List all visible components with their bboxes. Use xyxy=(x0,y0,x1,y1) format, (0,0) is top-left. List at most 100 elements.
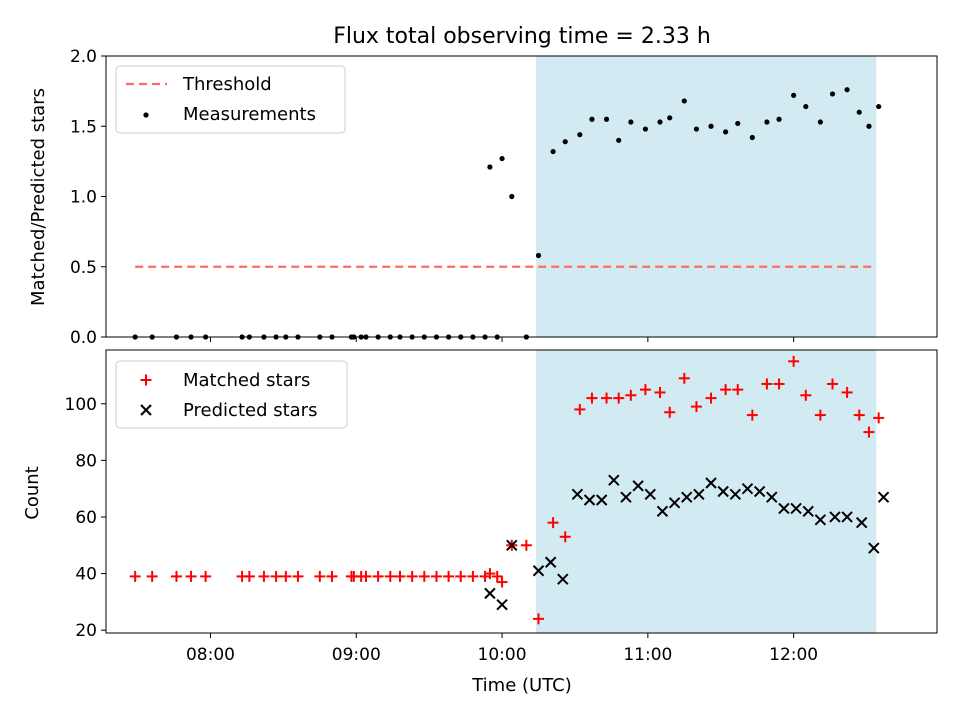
matched-star-point xyxy=(720,384,732,396)
top-legend-box xyxy=(115,65,346,134)
matched-star-point xyxy=(547,517,559,529)
observing-span-bottom xyxy=(536,350,877,633)
matched-star-point xyxy=(484,568,496,580)
x-stroke xyxy=(644,488,656,501)
legend-matched-label: Matched stars xyxy=(183,370,310,391)
observing-span-top xyxy=(536,56,877,337)
x-stroke xyxy=(868,542,880,554)
matched-star-point xyxy=(788,355,800,367)
measurement-point xyxy=(562,139,568,145)
matched-star-point xyxy=(639,384,651,396)
measurement-point xyxy=(776,116,782,122)
measurement-point xyxy=(829,91,836,97)
x-stroke xyxy=(841,511,853,523)
predicted-star-point xyxy=(668,497,681,509)
matched-star-point xyxy=(443,570,455,582)
matched-star-point xyxy=(520,539,532,551)
x-stroke xyxy=(595,494,608,506)
predicted-star-point xyxy=(506,539,518,551)
predicted-star-point xyxy=(841,511,853,523)
x-stroke xyxy=(855,516,868,529)
legend-predicted-swatch xyxy=(140,404,152,416)
x-stroke xyxy=(729,488,742,501)
matched-star-point xyxy=(326,570,338,582)
x-stroke xyxy=(814,514,827,526)
matched-star-point xyxy=(479,570,491,582)
matched-star-point xyxy=(258,570,270,582)
x-stroke xyxy=(790,502,802,515)
matched-star-point xyxy=(394,570,406,582)
x-stroke xyxy=(544,556,557,568)
y-tick-label: 40 xyxy=(75,565,97,585)
x-stroke xyxy=(705,477,717,489)
matched-star-point xyxy=(280,570,292,582)
x-stroke xyxy=(741,482,754,495)
measurement-point xyxy=(603,116,610,122)
matched-star-point xyxy=(873,412,885,424)
legend-threshold-label: Threshold xyxy=(182,74,272,95)
measurement-point xyxy=(735,120,741,127)
matched-star-point xyxy=(430,570,442,582)
x-stroke xyxy=(717,485,729,498)
x-stroke xyxy=(753,485,766,498)
matched-star-point xyxy=(625,389,637,401)
x-tick-label: 09:00 xyxy=(332,645,381,665)
matched-star-point xyxy=(270,570,282,582)
matched-star-point xyxy=(574,403,586,415)
measurement-point xyxy=(708,123,714,129)
y-tick-label: 100 xyxy=(65,395,97,415)
predicted-star-point xyxy=(790,502,802,515)
predicted-star-point xyxy=(729,488,742,501)
predicted-star-point xyxy=(571,488,584,501)
x-stroke xyxy=(557,573,569,585)
y-tick-label: 1.0 xyxy=(70,188,97,208)
measurement-point xyxy=(723,129,729,135)
chart-title: Flux total observing time = 2.33 h xyxy=(333,24,711,49)
top-y-axis: 0.0 0.5 1.0 1.5 2.0 xyxy=(70,47,106,348)
matched-star-point xyxy=(746,409,758,421)
matched-star-point xyxy=(129,570,141,582)
predicted-star-point xyxy=(632,480,644,492)
matched-star-point xyxy=(654,386,666,398)
y-tick-label: 1.5 xyxy=(70,117,97,137)
predicted-star-point xyxy=(583,494,596,506)
legend-plus-marker xyxy=(140,374,152,386)
matched-star-point xyxy=(467,570,479,582)
matched-star-point xyxy=(601,392,613,404)
matched-star-point xyxy=(146,570,158,582)
y-tick-label: 0.0 xyxy=(70,328,97,348)
predicted-star-point xyxy=(608,474,620,486)
matched-star-point xyxy=(773,378,785,390)
predicted-star-point xyxy=(496,598,508,611)
bottom-x-axis: 08:00 09:00 10:00 11:00 12:00 xyxy=(186,633,818,665)
x-stroke xyxy=(802,505,814,518)
measurement-point xyxy=(876,103,882,110)
matched-star-point xyxy=(814,409,826,421)
predicted-star-point xyxy=(829,511,841,523)
x-stroke xyxy=(829,511,841,523)
bottom-legend: Matched stars Predicted stars xyxy=(115,360,348,429)
matched-star-point xyxy=(613,392,625,404)
x-stroke xyxy=(608,474,620,486)
x-stroke xyxy=(484,587,496,600)
x-axis-label: Time (UTC) xyxy=(471,675,572,696)
matched-star-point xyxy=(761,378,773,390)
x-tick-label: 11:00 xyxy=(623,645,672,665)
measurement-point xyxy=(487,164,493,170)
matched-star-point xyxy=(406,570,418,582)
y-tick-label: 20 xyxy=(75,621,97,641)
measurement-point xyxy=(866,123,872,129)
predicted-star-point xyxy=(681,491,693,503)
matched-star-point xyxy=(491,570,503,582)
measurement-point xyxy=(628,119,634,125)
matched-star-point xyxy=(496,576,508,588)
predicted-star-point xyxy=(532,565,545,577)
measurement-point xyxy=(589,116,595,122)
predicted-star-point xyxy=(693,488,705,501)
upper-panel: 0.0 0.5 1.0 1.5 2.0 Flux total observing tim… xyxy=(28,24,938,348)
measurement-point xyxy=(535,252,542,259)
x-stroke xyxy=(656,505,669,518)
y-tick-label: 60 xyxy=(75,508,97,528)
matched-star-point xyxy=(384,570,396,582)
top-axes-frame xyxy=(105,55,938,338)
